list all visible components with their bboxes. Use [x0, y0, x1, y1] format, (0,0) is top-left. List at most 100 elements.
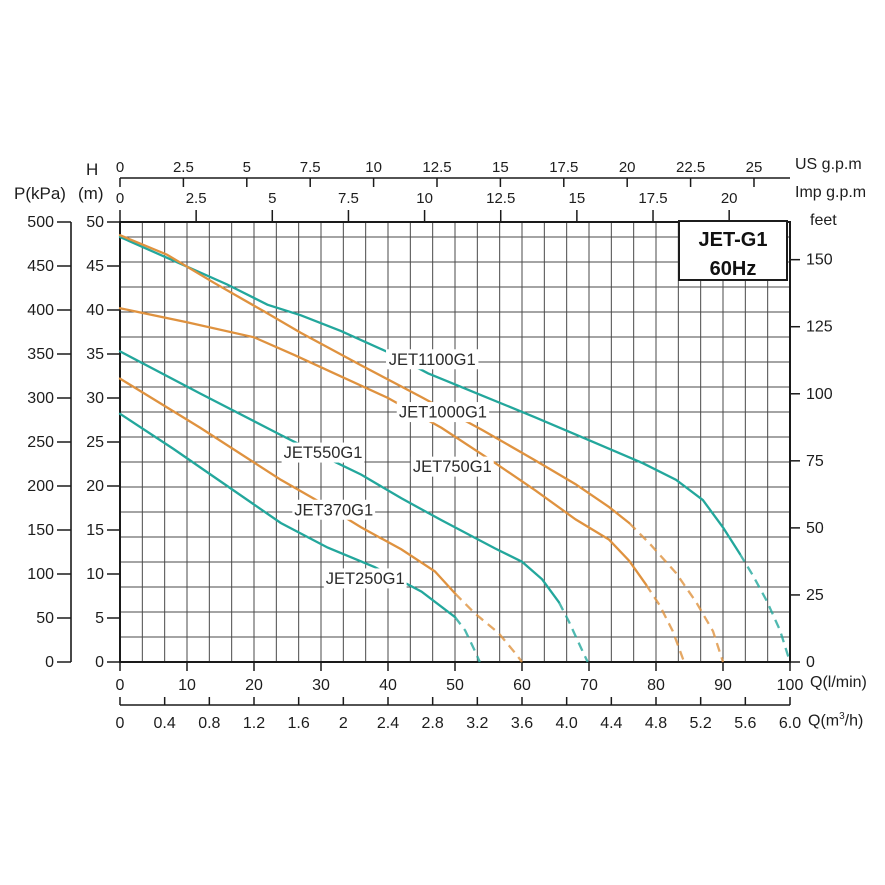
- tick-label: 250: [27, 434, 54, 451]
- tick-label: 75: [806, 453, 824, 470]
- head-axis-title-unit: (m): [78, 184, 104, 203]
- tick-label: 50: [446, 677, 464, 694]
- tick-label: 70: [580, 677, 598, 694]
- model-title-line2: 60Hz: [709, 258, 757, 280]
- curve-label-bg: [323, 568, 407, 589]
- tick-label: 45: [86, 258, 104, 275]
- model-title-box: JET-G1 60Hz: [678, 220, 788, 281]
- flow-m3h-axis-title: Q(m3/h): [808, 711, 863, 730]
- tick-label: 2.5: [173, 159, 194, 176]
- tick-label: 4.4: [600, 715, 622, 732]
- curve-label-JET1100G1: JET1100G1: [389, 351, 476, 369]
- tick-label: 15: [86, 522, 104, 539]
- curve-JET1100G1: [118, 235, 741, 555]
- m3h-prefix: Q(m: [808, 712, 840, 730]
- tick-label: 100: [777, 677, 804, 694]
- curve-JET1000G1-dashed-tail: [628, 522, 725, 663]
- curve-JET250G1: [118, 412, 457, 619]
- tick-label: 10: [86, 566, 104, 583]
- tick-label: 0: [116, 190, 124, 207]
- tick-label: 0: [116, 715, 125, 732]
- imp-gpm-axis: 0 2.5 5 7.5 10 12.5 15 17.5 20: [116, 190, 738, 222]
- tick-label: 500: [27, 214, 54, 231]
- tick-label: 35: [86, 346, 104, 363]
- pressure-axis-title: P(kPa): [14, 184, 66, 203]
- feet-axis: 0 25 50 75 100 125 150: [790, 252, 833, 671]
- tick-label: 2.4: [377, 715, 399, 732]
- tick-label: 12.5: [422, 159, 451, 176]
- tick-label: 50: [86, 214, 104, 231]
- curve-label-bg: [281, 442, 365, 463]
- curve-JET550G1-dashed-tail: [557, 601, 589, 663]
- tick-label: 90: [714, 677, 732, 694]
- tick-label: 150: [27, 522, 54, 539]
- tick-label: 15: [569, 190, 586, 207]
- tick-label: 50: [806, 520, 824, 537]
- tick-label: 4.0: [556, 715, 578, 732]
- tick-label: 60: [513, 677, 531, 694]
- tick-label: 300: [27, 390, 54, 407]
- tick-label: 6.0: [779, 715, 801, 732]
- tick-label: 350: [27, 346, 54, 363]
- tick-label: 20: [245, 677, 263, 694]
- feet-axis-title: feet: [810, 212, 837, 229]
- tick-label: 4.8: [645, 715, 667, 732]
- tick-label: 0: [95, 654, 104, 671]
- m3h-suffix: /h): [844, 712, 864, 730]
- tick-label: 10: [416, 190, 433, 207]
- tick-label: 100: [806, 386, 833, 403]
- tick-label: 0: [116, 159, 124, 176]
- curve-label-JET750G1: JET750G1: [413, 458, 492, 476]
- tick-label: 5.6: [734, 715, 756, 732]
- flow-m3h-axis: 0 0.4 0.8 1.2 1.6 2 2.4 2.8 3.2 3.6 4.0 4.4 4.8 5.2 5.…: [116, 697, 801, 732]
- tick-label: 15: [492, 159, 509, 176]
- tick-label: 5.2: [690, 715, 712, 732]
- tick-label: 40: [86, 302, 104, 319]
- us-gpm-axis-title: US g.p.m: [795, 156, 862, 173]
- tick-label: 125: [806, 319, 833, 336]
- tick-label: 20: [619, 159, 636, 176]
- tick-label: 0: [45, 654, 54, 671]
- tick-label: 1.6: [288, 715, 310, 732]
- tick-label: 2: [339, 715, 348, 732]
- curve-label-bg: [386, 349, 479, 370]
- tick-label: 30: [312, 677, 330, 694]
- curve-label-bg: [292, 499, 376, 520]
- tick-label: 0.8: [198, 715, 220, 732]
- tick-label: 12.5: [486, 190, 515, 207]
- tick-label: 22.5: [676, 159, 705, 176]
- tick-label: 2.8: [422, 715, 444, 732]
- curve-labels: JET1100G1 JET1000G1 JET750G1 JET550G1 JET370…: [281, 349, 494, 589]
- tick-label: 0.4: [154, 715, 176, 732]
- curve-label-bg: [410, 456, 494, 477]
- tick-label: 17.5: [549, 159, 578, 176]
- tick-label: 10: [178, 677, 196, 694]
- tick-label: 5: [243, 159, 251, 176]
- curve-label-JET370G1: JET370G1: [294, 501, 373, 519]
- tick-label: 0: [806, 654, 815, 671]
- tick-label: 20: [86, 478, 104, 495]
- curve-label-JET1000G1: JET1000G1: [399, 404, 487, 422]
- tick-label: 20: [721, 190, 738, 207]
- tick-label: 450: [27, 258, 54, 275]
- tick-label: 150: [806, 252, 833, 269]
- model-title-line1: JET-G1: [698, 229, 768, 251]
- tick-label: 400: [27, 302, 54, 319]
- curve-JET1000G1: [118, 234, 631, 525]
- tick-label: 3.2: [466, 715, 488, 732]
- curve-label-JET550G1: JET550G1: [284, 444, 363, 462]
- tick-label: 25: [746, 159, 763, 176]
- tick-label: 1.2: [243, 715, 265, 732]
- tick-label: 80: [647, 677, 665, 694]
- tick-label: 5: [268, 190, 276, 207]
- grid: [119, 222, 791, 663]
- tick-label: 17.5: [638, 190, 667, 207]
- tick-label: 25: [806, 587, 824, 604]
- tick-label: 40: [379, 677, 397, 694]
- tick-label: 200: [27, 478, 54, 495]
- pump-curves: [118, 234, 792, 663]
